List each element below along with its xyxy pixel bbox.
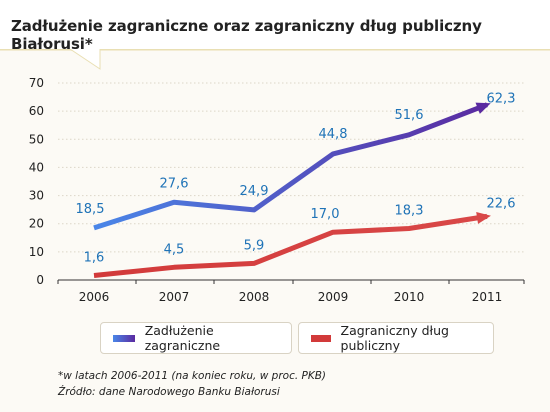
y-tick-label: 60 [29, 104, 44, 118]
data-label: 44,8 [319, 127, 348, 142]
data-label: 1,6 [84, 250, 105, 265]
legend-label-dlug: Zagraniczny dług publiczny [340, 323, 449, 353]
x-tick-label: 2008 [239, 290, 270, 304]
legend-swatch-blue [113, 334, 135, 342]
data-label: 24,9 [240, 184, 269, 199]
y-tick-label: 70 [29, 76, 44, 90]
data-label: 22,6 [487, 196, 516, 211]
x-tick-label: 2011 [472, 290, 503, 304]
x-tick-label: 2009 [318, 290, 349, 304]
y-tick-label: 50 [29, 132, 44, 146]
legend-item-zadluzenie: Zadłużenie zagraniczne [100, 322, 292, 354]
series-line-zadluzenie [93, 102, 488, 231]
y-tick-label: 40 [29, 160, 44, 174]
data-label: 5,9 [244, 238, 265, 253]
data-label: 17,0 [311, 207, 340, 222]
data-label: 62,3 [487, 92, 516, 107]
legend-item-dlug: Zagraniczny dług publiczny [298, 322, 494, 354]
data-label: 18,5 [76, 202, 105, 217]
y-tick-label: 10 [29, 245, 44, 259]
data-label: 18,3 [395, 203, 424, 218]
y-tick-label: 0 [36, 273, 44, 287]
y-tick-label: 30 [29, 189, 44, 203]
header-bar: Zadłużenie zagraniczne oraz zagraniczny … [0, 0, 550, 53]
data-label: 4,5 [164, 242, 185, 257]
footnote-period: *w latach 2006-2011 (na koniec roku, w p… [58, 370, 327, 382]
series-arrowhead [476, 212, 491, 224]
y-tick-label: 20 [29, 217, 44, 231]
chart-title: Zadłużenie zagraniczne oraz zagraniczny … [11, 17, 482, 53]
legend-swatch-red [311, 334, 331, 342]
x-tick-label: 2007 [159, 290, 190, 304]
x-tick-label: 2006 [79, 290, 110, 304]
legend-label-zadluzenie: Zadłużenie zagraniczne [144, 323, 221, 353]
x-tick-label: 2010 [394, 290, 425, 304]
data-label: 51,6 [395, 108, 424, 123]
header-pointer [69, 49, 101, 70]
footnote-source: Źródło: dane Narodowego Banku Białorusi [58, 386, 280, 398]
series-arrowhead [475, 102, 491, 114]
series-line-dlug [93, 213, 488, 278]
data-label: 27,6 [160, 176, 189, 191]
